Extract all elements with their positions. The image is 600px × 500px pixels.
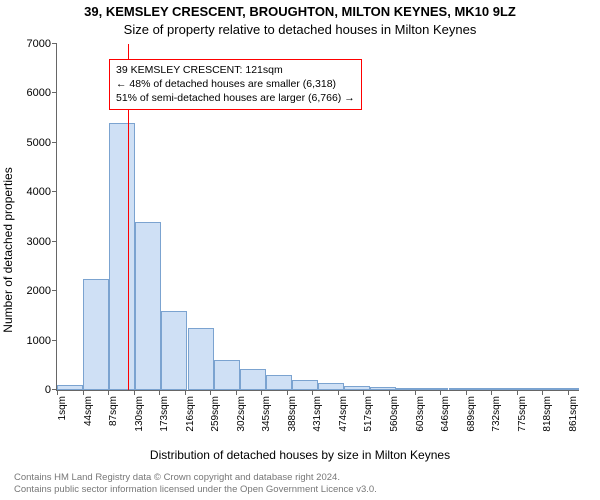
chart-footer: Contains HM Land Registry data © Crown c… <box>14 472 377 496</box>
plot-area: 010002000300040005000600070001sqm44sqm87… <box>56 44 579 391</box>
x-tick-mark <box>363 390 364 395</box>
x-tick-mark <box>491 390 492 395</box>
x-tick-label: 130sqm <box>134 396 145 432</box>
histogram-bar <box>57 385 83 390</box>
x-tick-mark <box>108 390 109 395</box>
x-axis-label: Distribution of detached houses by size … <box>0 448 600 462</box>
x-tick-mark <box>415 390 416 395</box>
footer-line1: Contains HM Land Registry data © Crown c… <box>14 472 377 484</box>
histogram-bar <box>188 328 214 390</box>
y-tick-label: 7000 <box>27 38 51 50</box>
y-tick-label: 3000 <box>27 236 51 248</box>
x-tick-label: 732sqm <box>491 396 502 432</box>
x-tick-label: 345sqm <box>261 396 272 432</box>
x-tick-mark <box>236 390 237 395</box>
x-tick-label: 259sqm <box>210 396 221 432</box>
x-tick-label: 560sqm <box>389 396 400 432</box>
x-tick-mark <box>568 390 569 395</box>
histogram-bar <box>214 360 240 390</box>
y-tick-mark <box>52 43 57 44</box>
y-tick-label: 1000 <box>27 335 51 347</box>
histogram-bar <box>527 388 553 390</box>
histogram-bar <box>240 369 266 390</box>
chart-title-main: 39, KEMSLEY CRESCENT, BROUGHTON, MILTON … <box>0 4 600 19</box>
histogram-bar <box>449 388 475 390</box>
histogram-bar <box>344 386 370 390</box>
x-tick-label: 216sqm <box>185 396 196 432</box>
y-tick-mark <box>52 142 57 143</box>
x-tick-label: 44sqm <box>83 396 94 426</box>
x-tick-mark <box>261 390 262 395</box>
x-tick-label: 775sqm <box>517 396 528 432</box>
histogram-bar <box>422 388 448 390</box>
x-tick-mark <box>83 390 84 395</box>
x-tick-mark <box>517 390 518 395</box>
histogram-bar <box>83 279 109 390</box>
x-tick-mark <box>287 390 288 395</box>
y-tick-label: 5000 <box>27 137 51 149</box>
y-tick-mark <box>52 92 57 93</box>
histogram-bar <box>501 388 527 390</box>
x-tick-label: 517sqm <box>363 396 374 432</box>
y-tick-label: 0 <box>45 384 51 396</box>
histogram-bar <box>109 123 135 390</box>
footer-line2: Contains public sector information licen… <box>14 484 377 496</box>
x-tick-label: 603sqm <box>415 396 426 432</box>
histogram-chart: 39, KEMSLEY CRESCENT, BROUGHTON, MILTON … <box>0 0 600 500</box>
y-axis-label: Number of detached properties <box>1 167 15 332</box>
x-tick-label: 302sqm <box>236 396 247 432</box>
y-tick-mark <box>52 241 57 242</box>
x-tick-mark <box>159 390 160 395</box>
x-tick-mark <box>338 390 339 395</box>
histogram-bar <box>396 388 422 390</box>
x-tick-label: 818sqm <box>542 396 553 432</box>
x-tick-mark <box>389 390 390 395</box>
x-tick-label: 474sqm <box>338 396 349 432</box>
histogram-bar <box>318 383 344 390</box>
histogram-bar <box>370 387 396 390</box>
x-tick-mark <box>542 390 543 395</box>
histogram-bar <box>292 380 318 390</box>
x-tick-mark <box>312 390 313 395</box>
annotation-box: 39 KEMSLEY CRESCENT: 121sqm ← 48% of det… <box>109 59 362 110</box>
histogram-bar <box>161 311 187 390</box>
histogram-bar <box>553 388 579 390</box>
y-tick-label: 6000 <box>27 87 51 99</box>
x-tick-mark <box>134 390 135 395</box>
y-tick-label: 2000 <box>27 285 51 297</box>
y-tick-mark <box>52 340 57 341</box>
chart-title-sub: Size of property relative to detached ho… <box>0 22 600 37</box>
annotation-line1: 39 KEMSLEY CRESCENT: 121sqm <box>116 63 355 77</box>
x-tick-mark <box>440 390 441 395</box>
annotation-line3: 51% of semi-detached houses are larger (… <box>116 91 355 105</box>
x-tick-label: 861sqm <box>568 396 579 432</box>
x-tick-mark <box>210 390 211 395</box>
x-tick-label: 173sqm <box>159 396 170 432</box>
x-tick-label: 388sqm <box>287 396 298 432</box>
histogram-bar <box>135 222 161 390</box>
x-tick-label: 87sqm <box>108 396 119 426</box>
x-tick-label: 689sqm <box>466 396 477 432</box>
x-tick-label: 1sqm <box>57 396 68 420</box>
y-tick-mark <box>52 191 57 192</box>
x-tick-mark <box>185 390 186 395</box>
y-tick-label: 4000 <box>27 186 51 198</box>
x-tick-mark <box>466 390 467 395</box>
histogram-bar <box>475 388 501 390</box>
annotation-line2: ← 48% of detached houses are smaller (6,… <box>116 77 355 91</box>
histogram-bar <box>266 375 292 390</box>
x-tick-mark <box>57 390 58 395</box>
x-tick-label: 646sqm <box>440 396 451 432</box>
y-tick-mark <box>52 290 57 291</box>
x-tick-label: 431sqm <box>312 396 323 432</box>
